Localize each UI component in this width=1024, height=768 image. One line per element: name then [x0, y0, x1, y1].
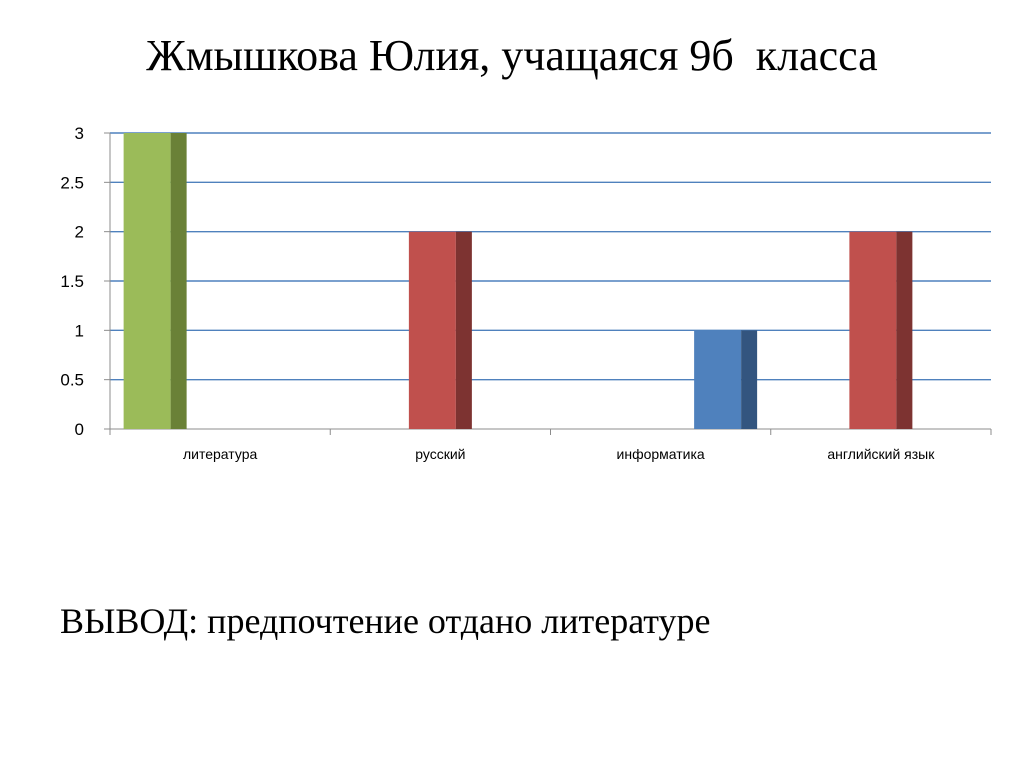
bar-side-face	[896, 231, 913, 429]
bar	[123, 133, 171, 429]
x-tick-label: информатика	[617, 446, 705, 462]
slide-title: Жмышкова Юлия, учащаяся 9б класса	[146, 31, 878, 80]
axes	[104, 132, 992, 435]
x-tick-label: русский	[415, 446, 465, 462]
bar-side-face	[741, 330, 758, 429]
y-tick-label: 1.5	[60, 272, 84, 291]
bar	[408, 231, 456, 429]
x-tick-labels: литература русский информатика английский я…	[183, 446, 935, 462]
y-tick-label: 0	[75, 420, 84, 439]
y-tick-labels: 0 0.5 1 1.5 2 2.5 3	[60, 124, 84, 439]
conclusion-text: ВЫВОД: предпочтение отдано литературе	[60, 601, 711, 641]
y-tick-label: 0.5	[60, 371, 84, 390]
x-tick-label: литература	[183, 446, 257, 462]
bar	[849, 231, 897, 429]
bar	[694, 330, 742, 429]
gridlines	[110, 132, 991, 381]
bars	[123, 133, 913, 429]
y-tick-label: 1	[75, 321, 84, 340]
bar-side-face	[455, 231, 472, 429]
y-tick-label: 3	[75, 124, 84, 143]
y-tick-label: 2	[75, 223, 84, 242]
x-tick-label: английский язык	[827, 446, 935, 462]
bar-side-face	[170, 133, 187, 429]
y-tick-label: 2.5	[60, 173, 84, 192]
